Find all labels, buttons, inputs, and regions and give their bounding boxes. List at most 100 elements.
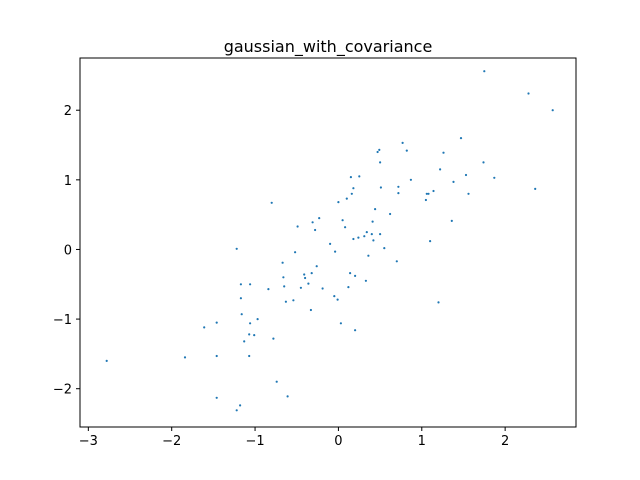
- data-point: [281, 261, 284, 264]
- data-point: [286, 395, 289, 398]
- data-point: [357, 236, 360, 239]
- data-point: [432, 189, 435, 193]
- x-tick-label: 1: [418, 434, 426, 449]
- data-point: [309, 308, 312, 312]
- data-point: [429, 240, 432, 243]
- data-point: [439, 168, 442, 171]
- data-point: [294, 251, 297, 254]
- x-tick-label: −3: [79, 434, 98, 449]
- data-point: [183, 356, 187, 359]
- data-point: [344, 226, 347, 229]
- y-tick-label: −1: [53, 313, 72, 328]
- data-point: [397, 192, 400, 195]
- data-point: [239, 283, 242, 286]
- data-point: [334, 250, 337, 253]
- data-point: [272, 337, 275, 340]
- y-tick-label: 2: [64, 104, 72, 119]
- data-point: [243, 340, 246, 343]
- data-point: [389, 212, 392, 216]
- data-point: [248, 354, 251, 358]
- data-point: [358, 175, 361, 178]
- data-point: [365, 231, 368, 234]
- data-point: [527, 92, 530, 95]
- data-point: [425, 192, 428, 195]
- data-point: [311, 221, 314, 224]
- data-point: [307, 282, 310, 285]
- data-point: [235, 409, 238, 412]
- data-point: [467, 192, 470, 195]
- data-point: [374, 208, 377, 211]
- x-tick-label: 0: [334, 434, 342, 449]
- data-point: [352, 187, 355, 190]
- data-point: [249, 283, 252, 286]
- data-point: [329, 242, 332, 245]
- data-point: [318, 217, 321, 220]
- data-point: [292, 299, 295, 302]
- data-point: [349, 176, 352, 179]
- data-point: [321, 287, 324, 290]
- data-point: [337, 201, 340, 204]
- data-point: [314, 228, 317, 232]
- data-point: [333, 295, 336, 298]
- y-tick-label: 1: [64, 174, 72, 189]
- data-point: [534, 187, 537, 190]
- data-point: [379, 161, 382, 164]
- data-point: [296, 225, 299, 228]
- data-point: [379, 186, 382, 189]
- data-point: [363, 235, 366, 238]
- data-point: [371, 220, 374, 223]
- data-point: [249, 322, 252, 325]
- data-point: [376, 150, 379, 154]
- data-points: [105, 70, 554, 412]
- data-point: [442, 151, 445, 154]
- data-point: [450, 219, 453, 222]
- y-axis-ticks: −2 −1 0 1 2: [53, 104, 80, 398]
- data-point: [483, 70, 486, 73]
- data-point: [464, 173, 468, 177]
- data-point: [215, 396, 218, 399]
- data-point: [401, 141, 404, 144]
- data-point: [282, 276, 285, 279]
- data-point: [284, 300, 287, 303]
- data-point: [267, 288, 270, 291]
- data-point: [427, 192, 430, 195]
- data-point: [275, 380, 278, 383]
- plot-frame: [79, 57, 577, 428]
- chart-title: gaussian_with_covariance: [224, 37, 433, 57]
- data-point: [405, 149, 408, 152]
- data-point: [235, 247, 238, 250]
- data-point: [424, 198, 427, 202]
- data-point: [270, 201, 273, 204]
- data-point: [352, 237, 355, 241]
- data-point: [339, 322, 342, 325]
- y-tick-label: −2: [53, 383, 72, 398]
- data-point: [350, 192, 353, 195]
- data-point: [379, 233, 382, 236]
- data-point: [452, 180, 455, 183]
- data-point: [239, 404, 242, 407]
- data-point: [303, 273, 306, 276]
- data-point: [493, 176, 496, 179]
- data-point: [345, 197, 348, 200]
- data-point: [215, 321, 218, 324]
- data-point: [341, 219, 344, 222]
- data-point: [354, 274, 357, 277]
- data-point: [397, 185, 400, 188]
- data-point: [336, 298, 339, 301]
- data-point: [367, 254, 370, 257]
- x-tick-label: 2: [501, 434, 509, 449]
- data-point: [299, 286, 302, 289]
- data-point: [354, 329, 357, 332]
- data-point: [370, 233, 373, 236]
- data-point: [347, 286, 350, 289]
- data-point: [239, 297, 242, 300]
- data-point: [253, 334, 256, 337]
- data-point: [248, 333, 251, 336]
- x-tick-label: −2: [162, 434, 181, 449]
- y-tick-label: 0: [64, 243, 72, 258]
- data-point: [364, 279, 367, 282]
- data-point: [215, 354, 218, 358]
- data-point: [383, 247, 386, 250]
